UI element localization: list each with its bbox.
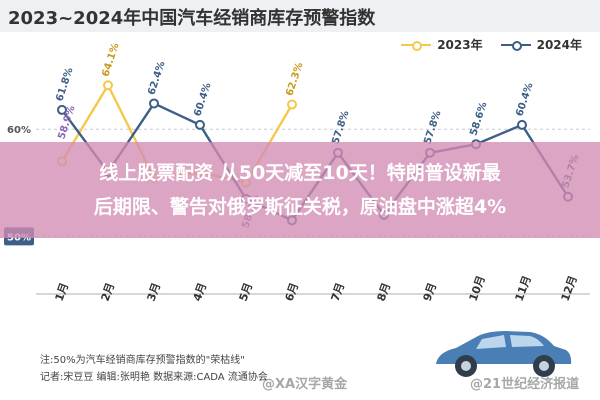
- x-tick-10: 10月: [467, 274, 488, 303]
- data-label-2024-7: 57.8%: [330, 109, 351, 145]
- headline-line-2: 后期限、警告对俄罗斯征关税，原油盘中涨超4%: [93, 196, 507, 218]
- x-tick-5: 5月: [237, 281, 256, 303]
- x-tick-4: 4月: [191, 281, 210, 303]
- x-tick-11: 11月: [513, 274, 534, 303]
- legend: 2023年 2024年: [401, 36, 582, 53]
- data-label-2024-1: 61.8%: [54, 66, 75, 102]
- legend-label-2023: 2023年: [437, 38, 483, 52]
- header-bar: 2023~2024年中国汽车经销商库存预警指数: [0, 0, 600, 32]
- x-tick-9: 9月: [421, 281, 440, 303]
- car-illustration: [436, 331, 572, 377]
- headline-line-1: 线上股票配资 从50天减至10天！特朗普设新最: [99, 162, 501, 184]
- data-label-2023-2: 64.1%: [100, 42, 121, 78]
- watermark-right: @21世纪经济报道: [470, 377, 580, 392]
- legend-item-2024: 2024年: [500, 36, 582, 53]
- ytick-label-60: 60%: [7, 125, 31, 136]
- legend-swatch-2023: [401, 40, 432, 51]
- x-tick-3: 3月: [145, 281, 164, 303]
- point-2024-4: [195, 119, 205, 130]
- data-label-2024-4: 60.4%: [192, 81, 213, 117]
- x-tick-12: 12月: [559, 274, 580, 303]
- legend-item-2023: 2023年: [401, 36, 483, 53]
- point-2024-3: [149, 98, 159, 109]
- point-2023-2: [103, 80, 113, 91]
- footnote-line-2: 记者:宋豆豆 编辑:张明艳 数据来源:CADA 流通协会: [40, 372, 268, 383]
- footnote-line-1: 注:50%为汽车经销商库存预警指数的"荣枯线": [40, 355, 245, 366]
- chart-title: 2023~2024年中国汽车经销商库存预警指数: [8, 8, 376, 29]
- headline-overlay: 线上股票配资 从50天减至10天！特朗普设新最 后期限、警告对俄罗斯征关税，原油…: [0, 142, 600, 238]
- data-label-2024-3: 62.4%: [146, 60, 167, 96]
- x-tick-7: 7月: [329, 281, 348, 303]
- data-label-2023-6: 62.3%: [284, 61, 305, 97]
- legend-label-2024: 2024年: [536, 38, 582, 52]
- point-2024-1: [57, 104, 67, 115]
- data-label-2024-10: 58.6%: [468, 101, 489, 137]
- x-tick-1: 1月: [53, 281, 72, 303]
- legend-swatch-2024: [500, 40, 531, 51]
- data-label-2024-9: 57.8%: [422, 109, 443, 145]
- data-label-2024-11: 60.4%: [514, 81, 535, 117]
- x-tick-2: 2月: [99, 281, 118, 303]
- x-tick-8: 8月: [375, 281, 394, 303]
- watermark-left: @XA汉字黄金: [262, 377, 348, 392]
- footnotes: 注:50%为汽车经销商库存预警指数的"荣枯线" 记者:宋豆豆 编辑:张明艳 数据…: [40, 352, 268, 386]
- point-2024-11: [517, 119, 527, 130]
- x-tick-6: 6月: [283, 281, 302, 303]
- point-2023-6: [287, 99, 297, 110]
